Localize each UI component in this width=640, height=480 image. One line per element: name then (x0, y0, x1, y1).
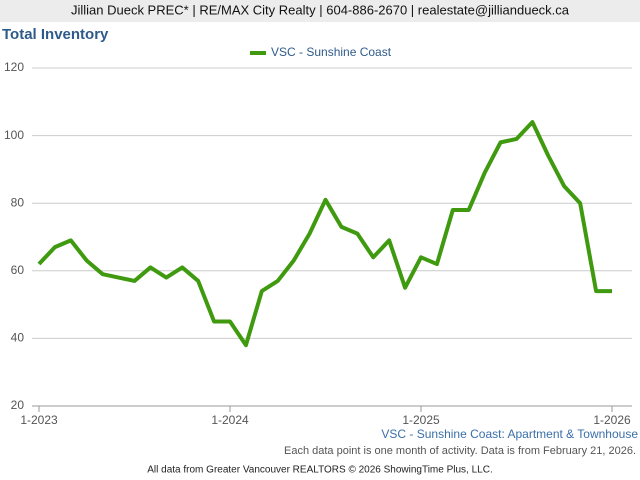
caption: VSC - Sunshine Coast: Apartment & Townho… (381, 427, 638, 441)
x-tick-label: 1-2024 (211, 413, 249, 427)
header-bar (0, 0, 640, 22)
y-tick-label: 100 (4, 128, 24, 142)
x-tick-label: 1-2026 (593, 413, 631, 427)
chart-title: Total Inventory (2, 26, 109, 43)
y-tick-label: 120 (4, 60, 24, 74)
y-tick-label: 80 (11, 195, 25, 209)
source: All data from Greater Vancouver REALTORS… (147, 465, 492, 476)
legend-label: VSC - Sunshine Coast (271, 45, 392, 59)
note: Each data point is one month of activity… (284, 445, 636, 457)
y-tick-label: 20 (11, 398, 25, 412)
x-tick-label: 1-2025 (402, 413, 440, 427)
x-tick-label: 1-2023 (20, 413, 58, 427)
y-tick-label: 40 (11, 331, 25, 345)
y-tick-label: 60 (11, 263, 25, 277)
series-line (37, 120, 612, 348)
header-text: Jillian Dueck PREC* | RE/MAX City Realty… (71, 2, 570, 17)
